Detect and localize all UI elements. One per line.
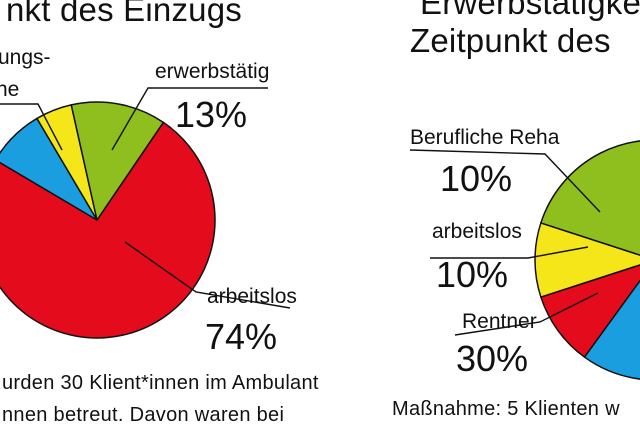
left-slice-erwerbst-tig [70,101,165,221]
leader-lines [0,87,601,336]
pie-chart-left [0,101,216,339]
label-ungs-line2: ne [0,78,20,101]
pct-erwerbstaetig: 13% [175,94,248,135]
label-rentner: Rentner [462,310,537,333]
leader-ungs-left [0,103,63,151]
label-arbeitslos-left: arbeitslos [207,285,297,308]
body-text-right: Maßnahme: 5 Klienten w [392,398,620,420]
body-text-left-line2: nnen betreut. Davon waren bei [2,404,285,425]
label-erwerbstaetig: erwerbstätig [155,60,270,83]
pct-reha: 10% [440,158,513,199]
chart-title-right-line1: Erwerbstätigke [420,0,640,21]
right-slice-berufliche-reha [534,222,640,298]
pct-arbeitslos-left: 74% [205,316,278,357]
right-slice-rentner [583,279,640,380]
right-slice-slice-4 [540,140,640,256]
body-text-left-line1: urden 30 Klient*innen im Ambulant [2,372,319,394]
leader-reha-right [409,149,601,213]
leader-rentner-right [454,292,599,336]
label-ungs-line1: ungs- [0,46,51,69]
leader-erwerbstaetig-left [111,87,268,151]
label-arbeitslos-right: arbeitslos [432,220,522,243]
chart-title-left: nkt des Einzugs [6,0,242,28]
left-slice-arbeitslos [0,121,216,339]
pie-chart-right [534,140,640,380]
pct-arbeitslos-right: 10% [436,254,509,295]
chart-title-right-line2: Zeitpunkt des [410,22,611,59]
right-slice-arbeitslos [540,264,640,358]
label-reha: Berufliche Reha [410,126,560,149]
leader-arbeitslos-left [124,241,291,309]
leader-arbeitslos-right [430,246,589,259]
pct-rentner: 30% [456,338,529,379]
